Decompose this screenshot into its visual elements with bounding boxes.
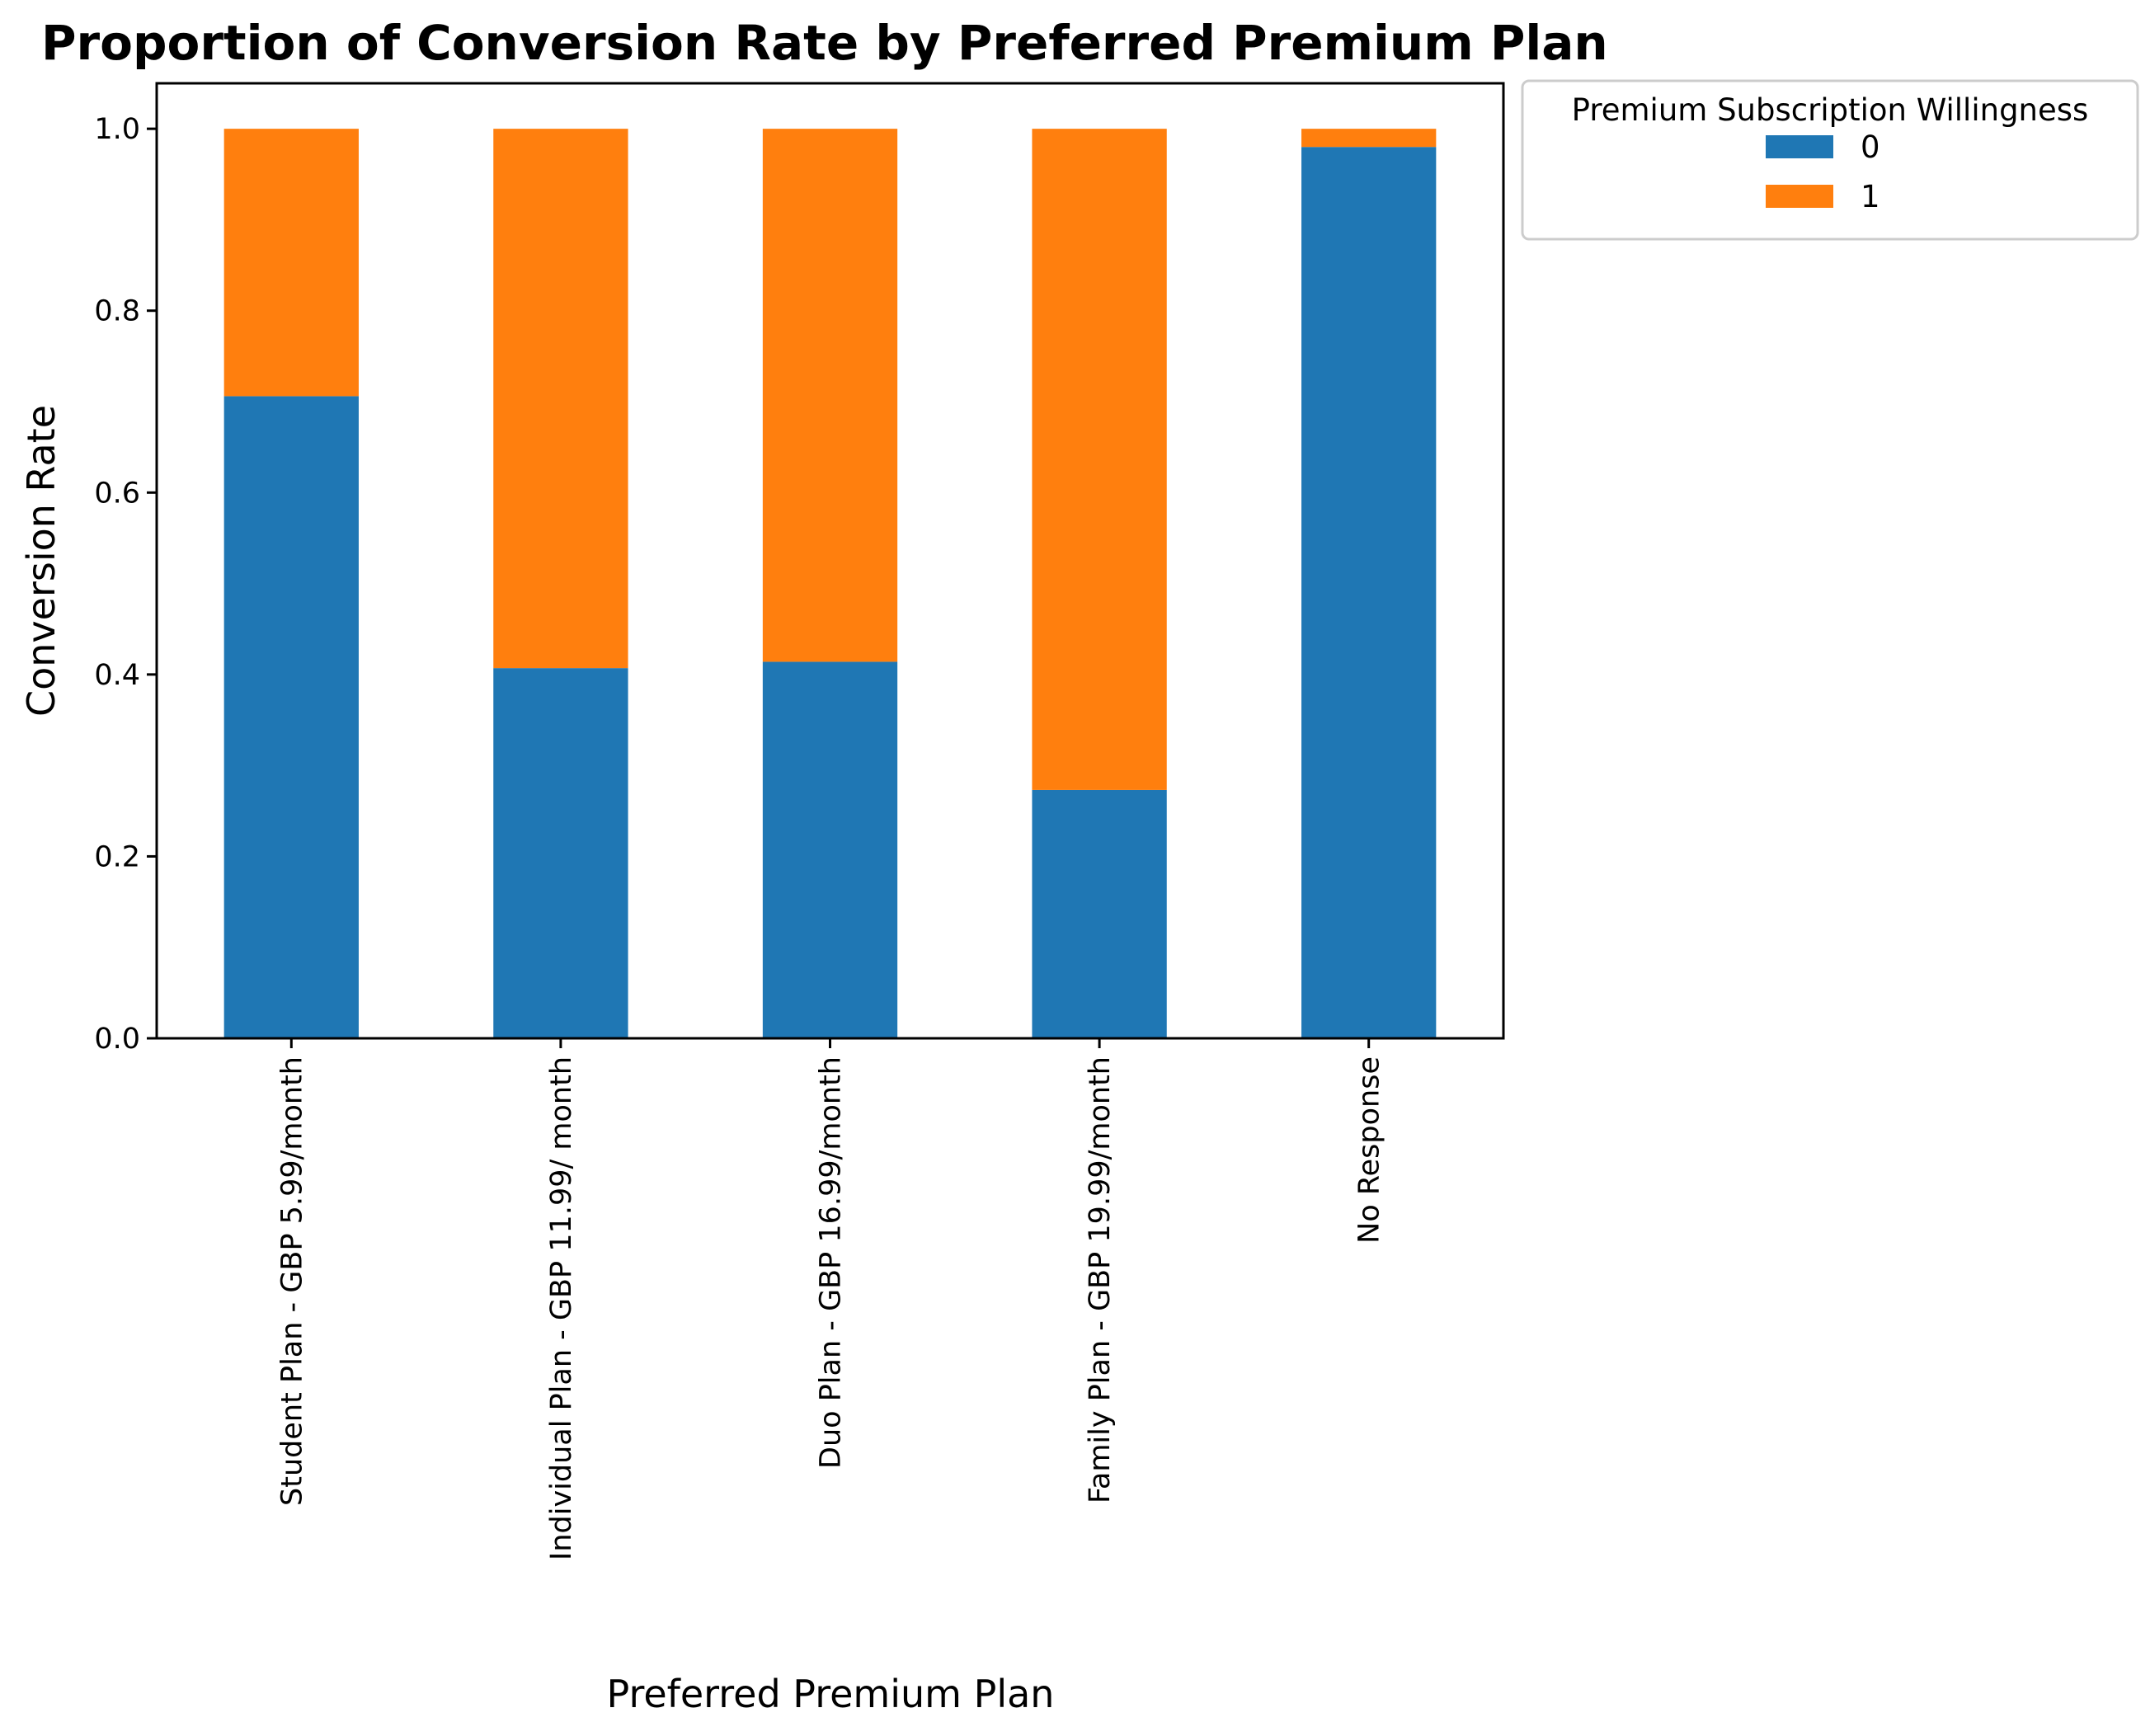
y-tick-label-3: 0.6 xyxy=(94,477,140,510)
legend-items: 01 xyxy=(1766,129,1880,214)
plot-frame xyxy=(155,82,1505,1040)
bar-series-1-2 xyxy=(762,129,898,662)
bar-series-0-2 xyxy=(762,661,898,1038)
x-tick-label-2: Duo Plan - GBP 16.99/month xyxy=(815,1056,848,1469)
y-tick-label-0: 0.0 xyxy=(94,1023,140,1056)
bar-series-0-3 xyxy=(1032,789,1167,1038)
bar-series-0-1 xyxy=(493,668,628,1038)
bar-series-1-0 xyxy=(223,129,359,397)
y-tick-label-5: 1.0 xyxy=(94,113,140,146)
y-tick-label-4: 0.8 xyxy=(94,295,140,328)
bar-series-0-4 xyxy=(1301,147,1437,1039)
legend-swatch-1 xyxy=(1766,185,1833,208)
x-axis-label: Preferred Premium Plan xyxy=(607,1672,1055,1716)
chart-title: Proportion of Conversion Rate by Preferr… xyxy=(41,15,1608,71)
x-tick-label-3: Family Plan - GBP 19.99/month xyxy=(1084,1056,1117,1503)
legend-label-1: 1 xyxy=(1861,179,1880,214)
bar-series-1-4 xyxy=(1301,129,1437,148)
y-tick-label-2: 0.4 xyxy=(94,659,140,692)
legend-title: Premium Subscription Willingness xyxy=(1572,92,2089,128)
legend-swatch-0 xyxy=(1766,135,1833,158)
x-axis-ticks: Student Plan - GBP 5.99/month Individual … xyxy=(275,1038,1386,1560)
legend-label-0: 0 xyxy=(1861,129,1880,165)
x-tick-label-4: No Response xyxy=(1353,1056,1386,1244)
y-tick-label-1: 0.2 xyxy=(94,840,140,873)
x-tick-label-0: Student Plan - GBP 5.99/month xyxy=(275,1056,308,1506)
bar-series-0-0 xyxy=(223,396,359,1039)
y-axis-ticks: 0.0 0.2 0.4 0.6 0.8 1.0 xyxy=(94,113,157,1056)
bar-series-1-1 xyxy=(493,129,628,669)
bars-group xyxy=(223,129,1437,1039)
x-tick-label-1: Individual Plan - GBP 11.99/ month xyxy=(545,1056,578,1560)
y-axis-label: Conversion Rate xyxy=(19,405,64,717)
bar-series-1-3 xyxy=(1032,129,1167,790)
legend: Premium Subscription Willingness 01 xyxy=(1521,79,2139,241)
legend-frame xyxy=(1521,79,2139,241)
